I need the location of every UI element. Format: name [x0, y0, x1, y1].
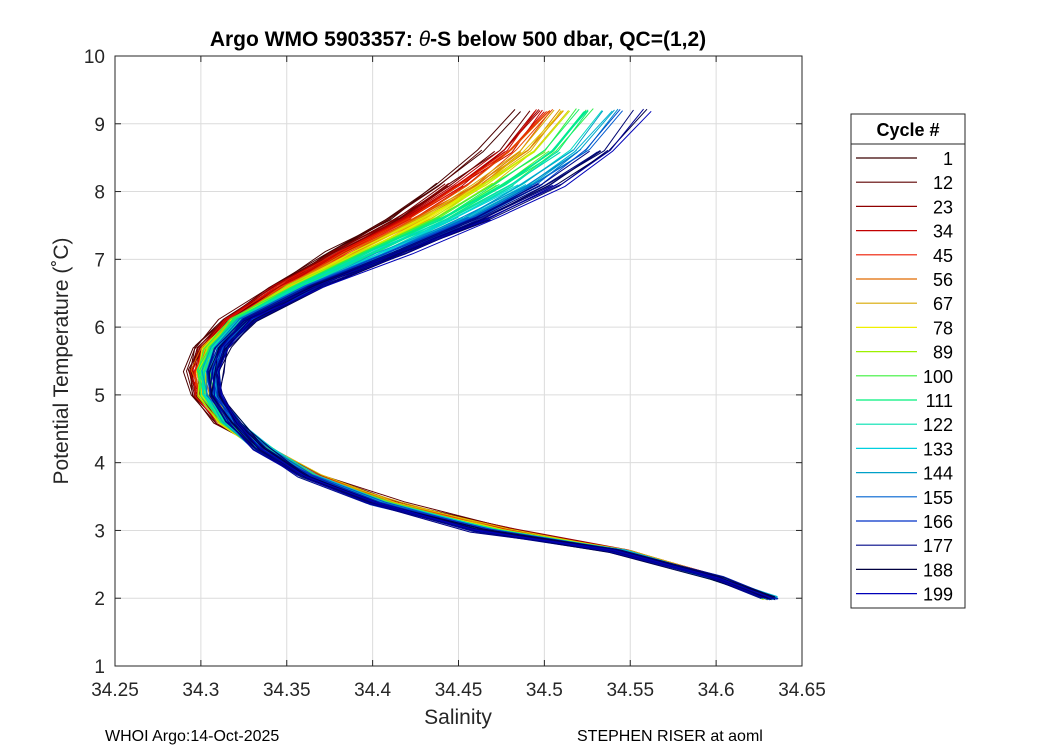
x-tick-label: 34.45	[435, 680, 483, 701]
legend-label: 122	[923, 415, 953, 435]
footer-right: STEPHEN RISER at aoml	[577, 728, 763, 745]
legend-label: 67	[933, 294, 953, 314]
x-tick-label: 34.6	[698, 680, 735, 701]
y-tick-label: 3	[94, 521, 105, 542]
x-tick-label: 34.55	[606, 680, 654, 701]
y-axis-label: Potential Temperature (˚C)	[50, 237, 73, 484]
y-tick-label: 1	[94, 657, 105, 678]
profile-line	[217, 110, 774, 600]
y-tick-label: 4	[94, 454, 105, 475]
x-tick-label: 34.3	[182, 680, 219, 701]
legend: Cycle # 1 12 23 34 45 56 67 78 89 100 111 122 133 144…	[850, 113, 966, 609]
legend-label: 111	[926, 391, 953, 411]
y-tick-labels: 1 2 3 4 5 6 7 8 9 10	[84, 47, 106, 678]
legend-label: 199	[923, 585, 953, 605]
legend-label: 133	[923, 439, 953, 459]
x-axis-label: Salinity	[424, 706, 492, 729]
y-tick-label: 8	[94, 183, 105, 204]
legend-label: 1	[943, 149, 953, 169]
legend-label: 166	[923, 512, 953, 532]
legend-label: 155	[923, 488, 953, 508]
y-tick-label: 2	[94, 589, 105, 610]
legend-label: 56	[933, 270, 953, 290]
legend-entries: 1 12 23 34 45 56 67 78 89 100 111 122 133 144 155 166 17…	[856, 149, 953, 605]
legend-title: Cycle #	[876, 120, 939, 140]
y-tick-label: 6	[94, 318, 105, 339]
x-tick-label: 34.65	[778, 680, 826, 701]
legend-label: 23	[933, 197, 953, 217]
y-tick-label: 9	[94, 115, 105, 136]
legend-label: 144	[923, 464, 953, 484]
legend-label: 45	[933, 246, 953, 266]
x-tick-label: 34.4	[354, 680, 391, 701]
ticks	[114, 55, 803, 667]
legend-label: 34	[933, 222, 953, 242]
x-tick-label: 34.25	[91, 680, 139, 701]
legend-label: 188	[923, 560, 953, 580]
legend-label: 78	[933, 318, 953, 338]
chart-title: Argo WMO 5903357: θ-S below 500 dbar, QC…	[210, 28, 706, 51]
legend-label: 89	[933, 343, 953, 363]
x-tick-labels: 34.25 34.3 34.35 34.4 34.45 34.5 34.55 34.6 34.6…	[91, 680, 826, 701]
x-tick-label: 34.35	[263, 680, 311, 701]
x-tick-label: 34.5	[526, 680, 563, 701]
y-tick-label: 5	[94, 386, 105, 407]
legend-label: 12	[933, 173, 953, 193]
legend-label: 100	[923, 367, 953, 387]
y-tick-label: 10	[84, 47, 105, 68]
y-tick-label: 7	[94, 250, 105, 271]
footer-left: WHOI Argo:14-Oct-2025	[105, 728, 279, 745]
profile-line	[209, 184, 763, 599]
profiles	[182, 108, 779, 601]
legend-box	[850, 113, 966, 609]
legend-label: 177	[923, 536, 953, 556]
